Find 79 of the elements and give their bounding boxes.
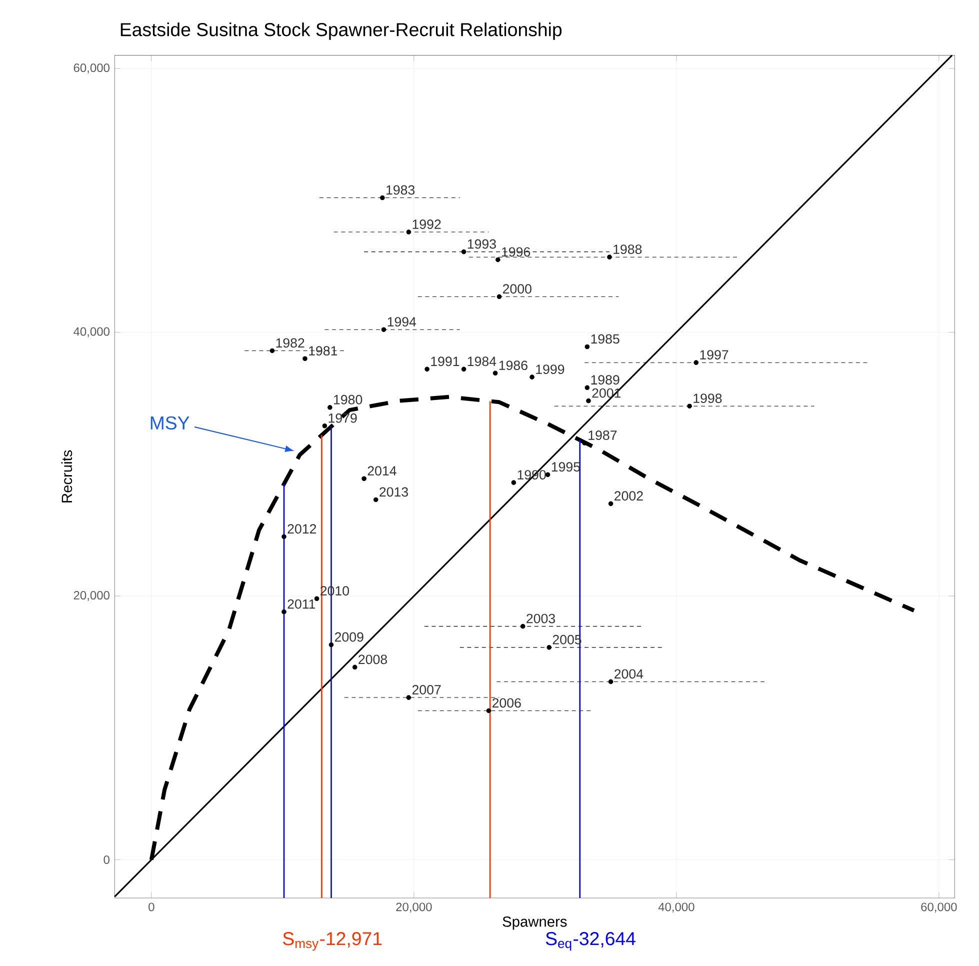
point: [584, 385, 590, 390]
point: [530, 374, 534, 380]
annotation: 2000: [502, 284, 532, 294]
x-tick-label: 40,000: [658, 902, 694, 913]
point: [380, 195, 385, 200]
annotation: MSY: [150, 416, 190, 430]
point: [511, 480, 516, 485]
point: [586, 398, 591, 404]
y-tick-label: 20,000: [74, 591, 110, 601]
annotation: 1982: [276, 338, 304, 348]
annotation: 2009: [334, 632, 364, 642]
annotation: 1987: [588, 430, 617, 440]
point: [314, 596, 320, 602]
point: [486, 708, 492, 714]
point: [328, 405, 332, 410]
point: [607, 254, 612, 260]
point: [362, 476, 366, 482]
x-tick-label: 20,000: [396, 902, 432, 913]
point: [406, 695, 412, 700]
point: [270, 348, 275, 354]
annotation: 2003: [526, 614, 555, 624]
ref-line-label: S$_{eq}$-32,644: [546, 932, 636, 951]
ref-line-label: S$_{msy}$-12,971: [283, 932, 382, 951]
annotation: 1997: [700, 350, 728, 360]
annotation: 2006: [492, 698, 521, 708]
annotation: 1981: [309, 346, 338, 356]
annotation: 2011: [288, 599, 316, 609]
x-tick-label: 60,000: [921, 902, 957, 913]
point: [282, 609, 286, 614]
point: [322, 423, 328, 428]
annotation: 1999: [536, 364, 564, 374]
y-axis-title: Recruits: [61, 450, 72, 502]
annotation: 1994: [388, 317, 416, 327]
annotation: 1979: [328, 413, 357, 423]
annotation: 1996: [502, 247, 530, 257]
point: [546, 645, 552, 650]
point: [694, 360, 699, 365]
annotation: 2008: [358, 654, 387, 664]
annotation: 2013: [380, 487, 408, 497]
point: [496, 257, 500, 262]
point: [687, 404, 692, 409]
x-axis-title: Spawners: [502, 916, 567, 930]
point: [328, 642, 334, 648]
y-tick-label: 0: [104, 855, 110, 864]
annotation: 2007: [412, 685, 441, 694]
point: [461, 249, 466, 254]
point: [608, 679, 614, 684]
point: [608, 501, 614, 506]
annotation: 2002: [614, 491, 643, 501]
annotation: 1983: [386, 185, 415, 195]
y-tick-label: 60,000: [74, 64, 110, 74]
point: [381, 327, 386, 332]
point: [520, 624, 526, 629]
point: [496, 294, 502, 300]
annotation: 2012: [288, 524, 316, 534]
y-tick-label: 40,000: [74, 327, 110, 338]
annotation: 1998: [694, 394, 722, 404]
annotation: 1985: [591, 334, 620, 344]
annotation: 1992: [412, 220, 441, 229]
point: [461, 366, 466, 372]
point: [373, 497, 378, 502]
point: [352, 664, 358, 670]
annotation: 1980: [334, 394, 362, 404]
annotation: 1986: [499, 360, 528, 370]
annotation: 1993: [468, 239, 496, 249]
annotation: 2004: [614, 669, 644, 679]
chart-title: Eastside Susitna Stock Spawner-Recruit Relationship: [120, 22, 562, 40]
point: [492, 370, 498, 376]
point: [302, 356, 308, 362]
point: [584, 344, 590, 350]
annotation: 2014: [368, 466, 396, 476]
point: [406, 230, 412, 234]
annotation: 1989: [591, 375, 620, 385]
point: [282, 534, 286, 540]
point: [424, 366, 430, 372]
annotation: 1984: [468, 356, 496, 366]
x-tick-label: 0: [148, 902, 154, 912]
annotation: 1988: [614, 244, 642, 254]
annotation: 1991: [431, 356, 460, 366]
